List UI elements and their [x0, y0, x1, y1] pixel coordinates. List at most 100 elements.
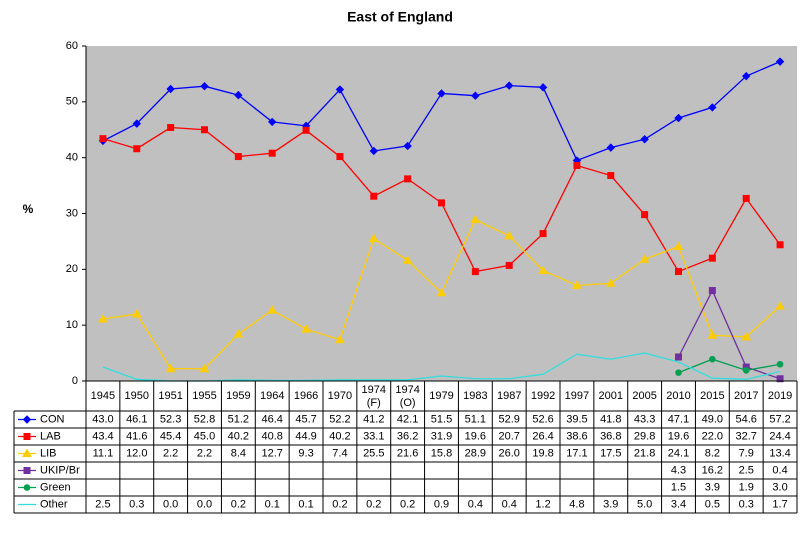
chart-title: East of England	[347, 9, 453, 25]
marker	[368, 233, 379, 243]
legend-label: Green	[40, 481, 71, 493]
marker	[301, 324, 311, 333]
marker	[775, 57, 785, 66]
table-value: 44.9	[295, 430, 316, 442]
table-value: 41.2	[363, 413, 384, 425]
table-value: 13.4	[769, 447, 790, 459]
marker	[369, 146, 378, 156]
table-value: 33.1	[363, 430, 384, 442]
table-value: 39.5	[566, 413, 587, 425]
x-tick-label: 1992	[531, 390, 555, 402]
table-value: 45.4	[160, 430, 181, 442]
table-value: 1.2	[535, 498, 550, 510]
marker	[437, 89, 446, 98]
table-value: 0.3	[129, 498, 144, 510]
marker	[572, 280, 582, 290]
marker	[708, 287, 716, 295]
marker	[607, 172, 615, 180]
table-value: 5.0	[637, 498, 652, 510]
marker	[775, 301, 785, 310]
x-tick-label: 2005	[632, 390, 656, 402]
table-value: 26.4	[532, 430, 553, 442]
marker	[133, 145, 141, 153]
table-value: 7.4	[332, 447, 347, 459]
table-value: 42.1	[397, 413, 418, 425]
legend-label: Other	[40, 498, 68, 510]
table-value: 45.7	[295, 413, 316, 425]
x-tick-label: 1987	[497, 390, 521, 402]
marker	[131, 308, 142, 318]
table-value: 0.1	[298, 498, 313, 510]
legend-marker	[23, 484, 31, 491]
marker	[707, 330, 718, 339]
legend-marker	[23, 433, 31, 440]
marker	[471, 91, 480, 100]
legend-label: LAB	[40, 430, 61, 442]
table-value: 17.1	[566, 447, 587, 459]
marker	[504, 230, 515, 240]
marker	[573, 161, 581, 169]
table-value: 52.9	[499, 413, 520, 425]
table-value: 8.4	[231, 447, 246, 459]
table-value: 52.3	[160, 413, 181, 425]
marker	[639, 254, 650, 263]
table-value: 12.7	[262, 447, 283, 459]
y-tick-label: 30	[66, 207, 78, 219]
marker	[234, 153, 242, 161]
series-line	[678, 358, 781, 374]
marker	[605, 278, 616, 287]
marker	[98, 314, 108, 323]
legend-label: CON	[40, 413, 65, 425]
table-value: 36.8	[600, 430, 621, 442]
marker	[165, 363, 176, 373]
table-value: 0.0	[163, 498, 178, 510]
table-value: 19.8	[532, 447, 553, 459]
legend-marker	[22, 415, 32, 424]
table-value: 47.1	[668, 413, 689, 425]
x-tick-label: 1979	[429, 390, 453, 402]
marker	[370, 192, 378, 200]
table-value: 2.5	[739, 464, 754, 476]
x-tick-label: 1951	[158, 390, 182, 402]
x-tick-label: 1955	[192, 390, 216, 402]
table-value: 46.4	[262, 413, 283, 425]
table-value: 24.1	[668, 447, 689, 459]
table-value: 51.2	[228, 413, 249, 425]
x-tick-label: 1966	[294, 390, 318, 402]
table-value: 3.4	[671, 498, 686, 510]
marker	[606, 143, 615, 152]
x-tick-label: 1959	[226, 390, 250, 402]
marker	[99, 135, 107, 143]
y-tick-label: 50	[66, 96, 78, 108]
legend-label: UKIP/Br	[40, 464, 80, 476]
marker	[470, 214, 481, 224]
marker	[233, 329, 244, 338]
table-value: 0.3	[739, 498, 754, 510]
table-value: 51.5	[431, 413, 452, 425]
table-value: 0.4	[772, 464, 787, 476]
table-value: 0.4	[468, 498, 483, 510]
table-value: 21.6	[397, 447, 418, 459]
x-tick-label: 2001	[599, 390, 623, 402]
table-value: 32.7	[736, 430, 757, 442]
table-value: 4.3	[671, 464, 686, 476]
table-value: 0.0	[197, 498, 212, 510]
table-value: 52.6	[532, 413, 553, 425]
table-value: 0.2	[366, 498, 381, 510]
marker	[776, 360, 784, 368]
table-value: 45.0	[194, 430, 215, 442]
marker	[267, 305, 278, 314]
table-value: 43.0	[92, 413, 113, 425]
table-value: 36.2	[397, 430, 418, 442]
table-value: 26.0	[499, 447, 520, 459]
table-value: 24.4	[769, 430, 790, 442]
table-value: 3.9	[705, 481, 720, 493]
table-value: 29.8	[634, 430, 655, 442]
y-tick-label: 20	[66, 263, 78, 275]
marker	[268, 149, 276, 157]
plot-area	[86, 46, 797, 381]
marker	[201, 126, 208, 134]
table-value: 2.2	[197, 447, 212, 459]
marker	[404, 175, 412, 183]
